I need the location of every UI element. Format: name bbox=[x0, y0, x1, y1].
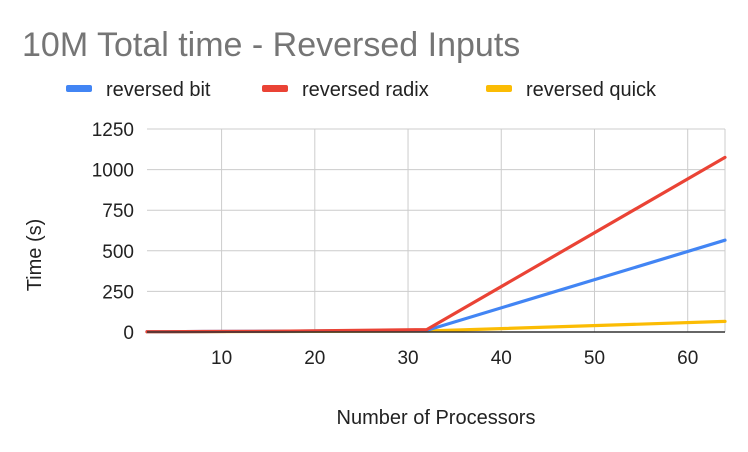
legend-label: reversed bit bbox=[106, 79, 211, 101]
legend-label: reversed radix bbox=[302, 79, 429, 101]
x-tick-label: 60 bbox=[677, 348, 698, 369]
x-axis-label: Number of Processors bbox=[337, 407, 536, 429]
y-axis-label: Time (s) bbox=[24, 219, 46, 292]
legend-swatch bbox=[262, 85, 288, 92]
chart-title: 10M Total time - Reversed Inputs bbox=[22, 26, 520, 64]
legend-item: reversed quick bbox=[486, 79, 657, 101]
legend-label: reversed quick bbox=[526, 79, 657, 101]
series-line-reversed-radix bbox=[145, 155, 727, 334]
y-tick-label: 500 bbox=[102, 242, 134, 263]
y-tick-labels: 0 250 500 750 1000 1250 bbox=[92, 120, 134, 344]
x-tick-labels: 10 20 30 40 50 60 bbox=[211, 348, 698, 369]
x-tick-label: 20 bbox=[304, 348, 325, 369]
x-tick-label: 40 bbox=[491, 348, 512, 369]
x-tick-label: 50 bbox=[584, 348, 605, 369]
legend-swatch bbox=[486, 85, 512, 92]
legend: reversed bit reversed radix reversed quick bbox=[66, 79, 657, 101]
series-lines bbox=[145, 155, 727, 334]
legend-swatch bbox=[66, 85, 92, 92]
y-tick-label: 250 bbox=[102, 282, 134, 303]
y-gridlines bbox=[147, 128, 725, 292]
x-tick-label: 10 bbox=[211, 348, 232, 369]
y-tick-label: 0 bbox=[123, 323, 134, 344]
x-tick-label: 30 bbox=[397, 348, 418, 369]
y-tick-label: 750 bbox=[102, 201, 134, 222]
legend-item: reversed bit bbox=[66, 79, 211, 101]
series-line-reversed-bit bbox=[145, 238, 727, 334]
legend-item: reversed radix bbox=[262, 79, 429, 101]
x-gridlines bbox=[221, 129, 726, 332]
y-tick-label: 1250 bbox=[92, 120, 134, 141]
y-tick-label: 1000 bbox=[92, 161, 134, 182]
